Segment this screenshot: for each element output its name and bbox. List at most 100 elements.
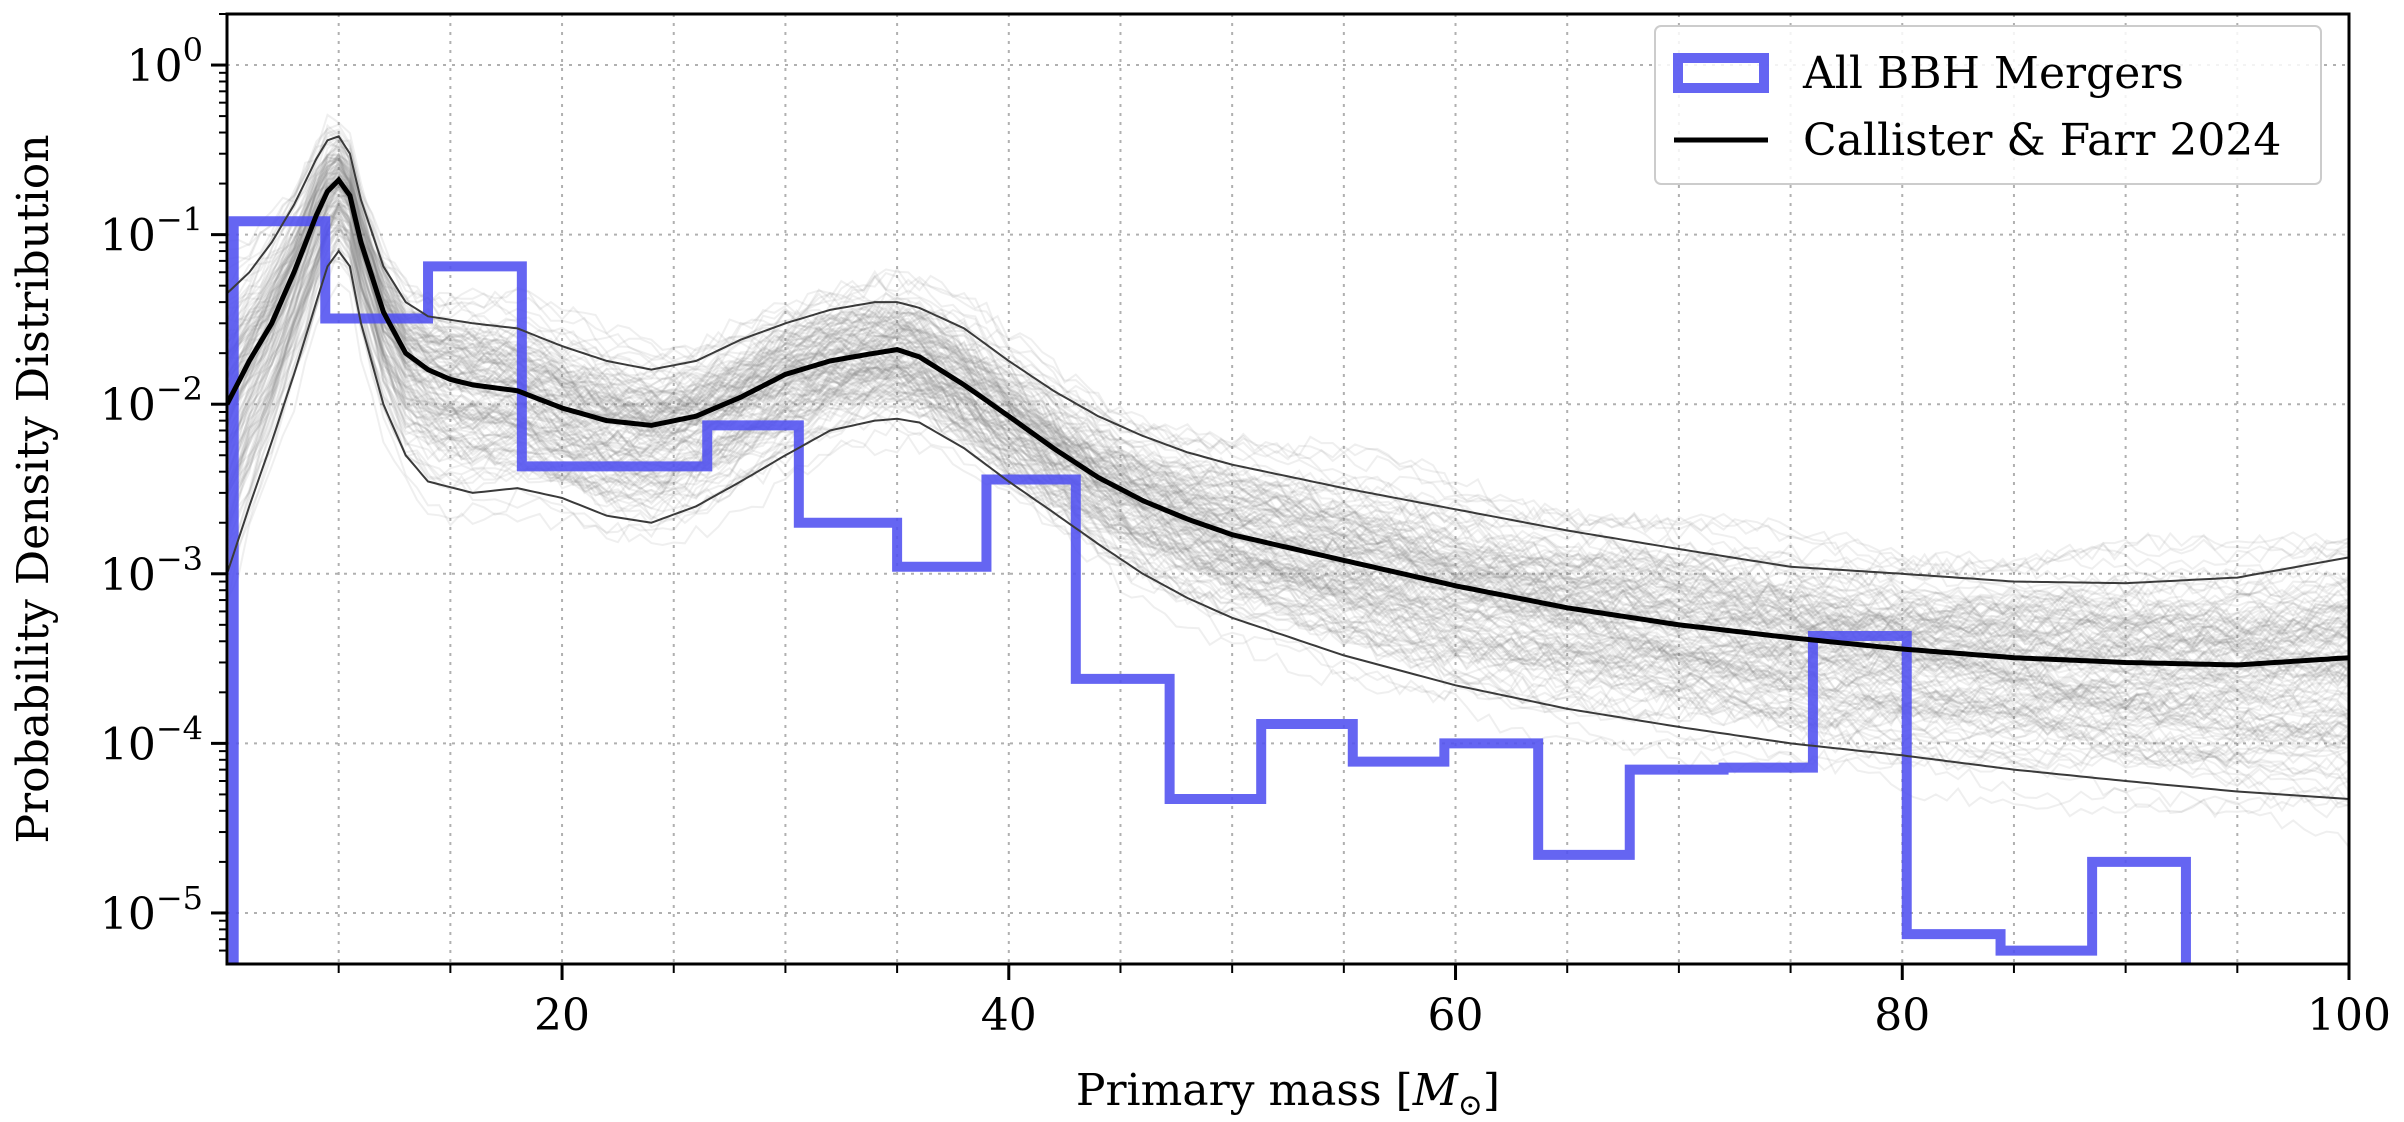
posterior-draw-line	[227, 216, 2349, 743]
posterior-draw-line	[227, 158, 2349, 616]
posterior-draw-line	[227, 208, 2349, 767]
legend-histogram-label: All BBH Mergers	[1802, 48, 2184, 99]
posterior-draw-line	[227, 212, 2349, 768]
posterior-draw-line	[227, 138, 2349, 625]
histogram-series	[228, 216, 2191, 964]
posterior-draw-line	[227, 184, 2349, 683]
posterior-draw-line	[227, 145, 2349, 610]
histogram-step-line	[228, 216, 2191, 964]
posterior-draw-line	[227, 223, 2349, 768]
band-lower-line	[227, 249, 2349, 800]
posterior-draw-line	[227, 166, 2349, 650]
posterior-draw-line	[227, 191, 2349, 700]
posterior-draw-line	[227, 183, 2349, 677]
posterior-draw-line	[227, 203, 2349, 718]
y-axis-label: Probability Density Distribution	[8, 134, 59, 843]
posterior-draw-line	[227, 203, 2349, 707]
posterior-draw-line	[227, 203, 2349, 737]
posterior-draw-line	[227, 196, 2349, 726]
posterior-draw-line	[227, 174, 2349, 715]
y-tick-label: 10−4	[100, 709, 203, 770]
posterior-draw-line	[227, 171, 2349, 637]
posterior-draw-line	[227, 207, 2349, 740]
posterior-draw-line	[227, 179, 2349, 704]
posterior-draw-line	[227, 177, 2349, 659]
posterior-draw-line	[227, 223, 2349, 746]
posterior-draw-line	[227, 281, 2349, 848]
posterior-draw-line	[227, 166, 2349, 692]
posterior-draw-line	[227, 123, 2349, 616]
posterior-draw-line	[227, 260, 2349, 807]
posterior-draw-line	[227, 166, 2349, 664]
posterior-draw-line	[227, 198, 2349, 704]
x-tick-label: 100	[2307, 990, 2391, 1041]
y-tick-label: 10−2	[100, 370, 203, 431]
posterior-draw-line	[227, 212, 2349, 719]
posterior-draw-line	[227, 202, 2349, 759]
x-tick-label: 80	[1874, 990, 1930, 1041]
posterior-draw-line	[227, 203, 2349, 722]
posterior-draw-line	[227, 227, 2349, 764]
legend: All BBH Mergers Callister & Farr 2024	[1654, 25, 2322, 185]
posterior-draw-line	[227, 152, 2349, 620]
posterior-draw-line	[227, 214, 2349, 738]
posterior-draw-line	[227, 152, 2349, 651]
posterior-draw-line	[227, 237, 2349, 774]
posterior-draw-line	[227, 229, 2349, 748]
posterior-draw-line	[227, 225, 2349, 753]
posterior-draw-line	[227, 179, 2349, 669]
sun-symbol-subscript: ⊙	[1458, 1088, 1483, 1122]
posterior-draw-line	[227, 161, 2349, 658]
posterior-draw-line	[227, 158, 2349, 644]
legend-histogram-swatch	[1673, 53, 1769, 93]
posterior-draw-line	[227, 166, 2349, 644]
posterior-draw-line	[227, 155, 2349, 638]
posterior-draw-line	[227, 153, 2349, 651]
posterior-draw-line	[227, 200, 2349, 747]
posterior-draw-line	[227, 187, 2349, 713]
median-and-band-lines	[227, 135, 2349, 800]
x-tick-label: 60	[1428, 990, 1484, 1041]
posterior-draw-line	[227, 237, 2349, 793]
posterior-draw-line	[227, 180, 2349, 656]
x-tick-label: 20	[534, 990, 590, 1041]
posterior-draw-line	[227, 226, 2349, 748]
posterior-draw-line	[227, 113, 2349, 596]
legend-box	[1654, 25, 2322, 185]
posterior-draw-line	[227, 204, 2349, 729]
posterior-draw-line	[227, 199, 2349, 692]
posterior-draw-line	[227, 183, 2349, 684]
posterior-draw-line	[227, 179, 2349, 691]
median-line	[227, 176, 2349, 668]
posterior-draw-line	[227, 232, 2349, 815]
posterior-draw-line	[227, 123, 2349, 592]
posterior-draw-line	[227, 130, 2349, 582]
posterior-draw-line	[227, 155, 2349, 636]
posterior-draw-line	[227, 156, 2349, 665]
x-tick-label: 40	[981, 990, 1037, 1041]
posterior-draw-line	[227, 213, 2349, 718]
y-tick-label: 10−1	[100, 201, 203, 262]
posterior-draw-line	[227, 154, 2349, 677]
y-tick-label: 10−5	[100, 879, 203, 940]
grid-lines	[227, 14, 2350, 964]
posterior-draw-line	[227, 127, 2349, 576]
posterior-draw-line	[227, 208, 2349, 721]
posterior-draw-line	[227, 144, 2349, 639]
posterior-draw-line	[227, 134, 2349, 638]
y-tick-label: 100	[127, 31, 203, 92]
y-tick-label: 10−3	[100, 540, 203, 601]
posterior-draw-line	[227, 146, 2349, 622]
posterior-draw-line	[227, 226, 2349, 739]
y-axis-ticks: 100 10−1 10−2 10−3 10−4 10−5	[100, 13, 227, 952]
posterior-draw-line	[227, 128, 2349, 578]
posterior-draw-line	[227, 180, 2349, 690]
posterior-draw-line	[227, 257, 2349, 819]
legend-median-label: Callister & Farr 2024	[1803, 115, 2281, 166]
posterior-draw-line	[227, 194, 2349, 691]
posterior-draw-line	[227, 245, 2349, 809]
posterior-draw-line	[227, 139, 2349, 625]
posterior-draw-line	[227, 256, 2349, 800]
posterior-draw-line	[227, 183, 2349, 705]
